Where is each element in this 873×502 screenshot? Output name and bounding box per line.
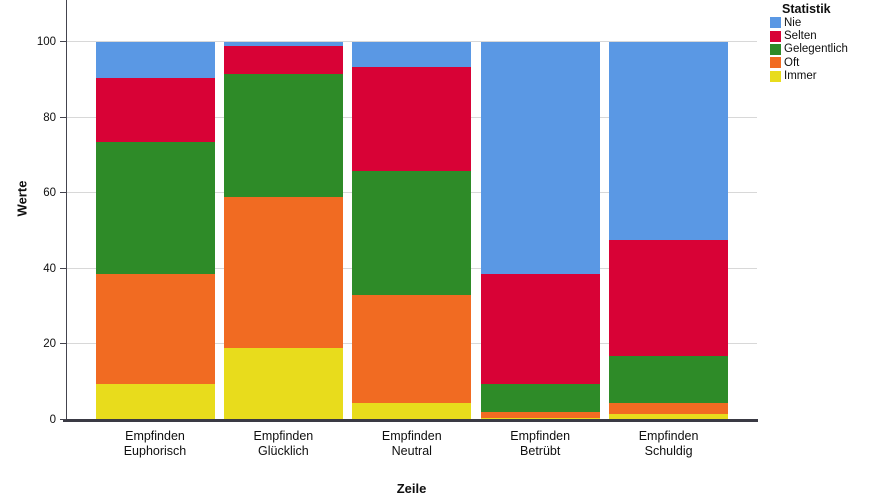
bar-segment-selten — [480, 274, 600, 385]
legend-item-immer: Immer — [768, 70, 871, 83]
y-tick-label-80: 80 — [43, 111, 56, 124]
y-tick-mark-0 — [60, 419, 66, 420]
category-label-1: Empfinden Euphorisch — [123, 429, 187, 458]
legend-item-label: Oft — [784, 56, 800, 69]
y-tick-label-100: 100 — [36, 36, 56, 48]
bar-segment-oft — [609, 403, 729, 415]
plot-area — [66, 0, 757, 420]
gridline-100 — [66, 41, 757, 42]
legend-swatch-nie — [770, 17, 781, 29]
bar-1 — [95, 0, 215, 420]
bar-segment-immer — [609, 414, 729, 420]
category-label-3: Empfinden Neutral — [381, 429, 442, 458]
bar-segment-oft — [352, 295, 472, 403]
legend-item-label: Gelegentlich — [784, 43, 848, 56]
category-label-5: Empfinden Schuldig — [638, 429, 699, 458]
bar-segment-gelegentlich — [95, 142, 215, 275]
y-tick-mark-80 — [60, 116, 66, 118]
bar-5 — [609, 0, 729, 420]
legend-swatch-gelegentlich — [770, 43, 781, 55]
y-tick-label-0: 0 — [49, 414, 56, 426]
bar-segment-gelegentlich — [480, 384, 600, 413]
bar-2 — [223, 0, 343, 420]
bar-segment-nie — [480, 42, 600, 275]
y-tick-mark-100 — [60, 41, 66, 42]
bar-segment-nie — [95, 42, 215, 78]
bar-segment-immer — [95, 384, 215, 420]
bar-segment-oft — [223, 197, 343, 349]
y-tick-mark-20 — [60, 343, 66, 345]
x-axis-title: Zeile — [396, 481, 427, 496]
x-axis-line — [63, 419, 758, 422]
legend-item-label: Immer — [784, 70, 817, 83]
bar-4 — [480, 0, 600, 420]
legend-item-selten: Selten — [768, 29, 871, 42]
legend: Statistik Nie Selten Gelegentlich Oft Immer — [768, 2, 871, 83]
y-axis-line — [66, 0, 67, 420]
y-tick-label-60: 60 — [43, 187, 56, 200]
bar-segment-gelegentlich — [223, 74, 343, 197]
bar-segment-nie — [352, 42, 472, 67]
legend-swatch-oft — [770, 57, 781, 69]
bar-segment-nie — [223, 42, 343, 46]
y-tick-mark-40 — [60, 267, 66, 269]
bar-segment-immer — [352, 403, 472, 420]
category-label-2: Empfinden Glücklich — [253, 429, 314, 458]
legend-item-nie: Nie — [768, 16, 871, 29]
bar-segment-oft — [480, 412, 600, 419]
bar-segment-selten — [95, 77, 215, 143]
legend-title: Statistik — [782, 2, 831, 16]
category-label-4: Empfinden Betrübt — [510, 429, 571, 458]
legend-item-label: Selten — [784, 30, 817, 43]
y-tick-label-20: 20 — [43, 338, 56, 351]
bar-segment-oft — [95, 274, 215, 385]
y-tick-mark-60 — [60, 192, 66, 194]
bar-3 — [352, 0, 472, 420]
bar-segment-immer — [223, 348, 343, 420]
bar-segment-nie — [609, 42, 729, 241]
bar-segment-selten — [609, 240, 729, 356]
legend-swatch-immer — [770, 70, 781, 82]
bar-segment-selten — [223, 45, 343, 75]
bar-segment-selten — [352, 66, 472, 171]
legend-item-oft: Oft — [768, 56, 871, 69]
legend-item-gelegentlich: Gelegentlich — [768, 43, 871, 56]
legend-item-label: Nie — [784, 16, 802, 29]
bar-segment-gelegentlich — [609, 355, 729, 403]
bar-segment-gelegentlich — [352, 170, 472, 296]
legend-swatch-selten — [770, 30, 781, 42]
y-tick-label-40: 40 — [43, 262, 56, 275]
